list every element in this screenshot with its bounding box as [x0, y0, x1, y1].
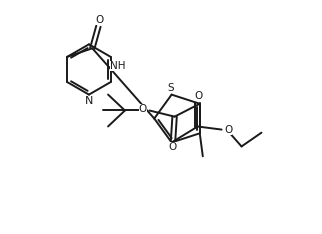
Text: NH: NH	[110, 61, 126, 71]
Text: O: O	[95, 15, 103, 25]
Text: O: O	[138, 104, 147, 114]
Text: O: O	[168, 142, 176, 152]
Text: N: N	[85, 96, 93, 106]
Text: O: O	[194, 91, 203, 102]
Text: O: O	[224, 124, 232, 135]
Text: S: S	[168, 83, 174, 93]
